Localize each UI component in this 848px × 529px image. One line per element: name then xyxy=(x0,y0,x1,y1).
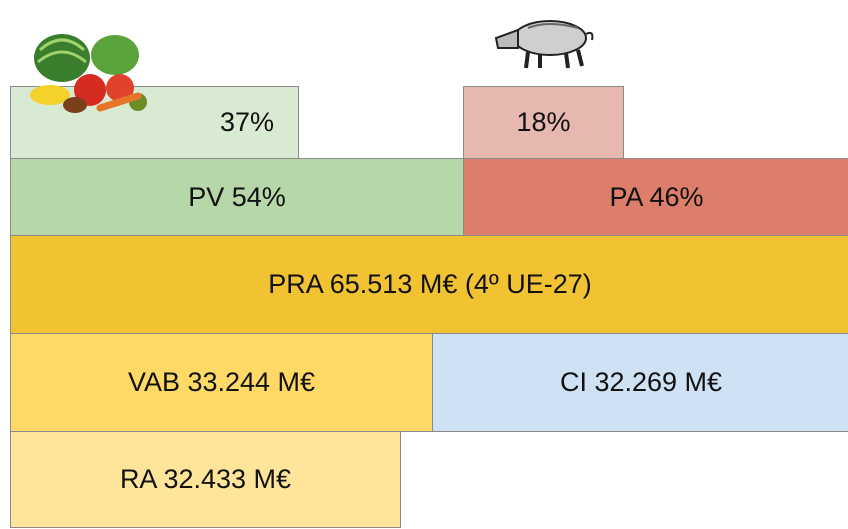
box-label: PV 54% xyxy=(188,182,286,213)
vab-box: VAB 33.244 M€ xyxy=(10,333,433,432)
box-label: RA 32.433 M€ xyxy=(120,464,291,495)
box-label: PA 46% xyxy=(609,182,703,213)
ra-box: RA 32.433 M€ xyxy=(10,431,401,528)
box-label: 18% xyxy=(516,107,570,138)
box-label: VAB 33.244 M€ xyxy=(128,367,315,398)
pa-box: PA 46% xyxy=(463,158,848,236)
ci-box: CI 32.269 M€ xyxy=(432,333,848,432)
box-label: PRA 65.513 M€ (4º UE-27) xyxy=(268,269,592,300)
vegetables-icon xyxy=(20,20,155,120)
pv-box: PV 54% xyxy=(10,158,464,236)
box-label: CI 32.269 M€ xyxy=(560,367,722,398)
box-label: 37% xyxy=(220,107,274,138)
pra-box: PRA 65.513 M€ (4º UE-27) xyxy=(10,235,848,334)
pig-icon xyxy=(488,8,598,73)
animal-share-box: 18% xyxy=(463,86,624,159)
page: 37% 18% PV 54% PA 46% PRA 65.513 M€ (4º … xyxy=(0,0,848,529)
